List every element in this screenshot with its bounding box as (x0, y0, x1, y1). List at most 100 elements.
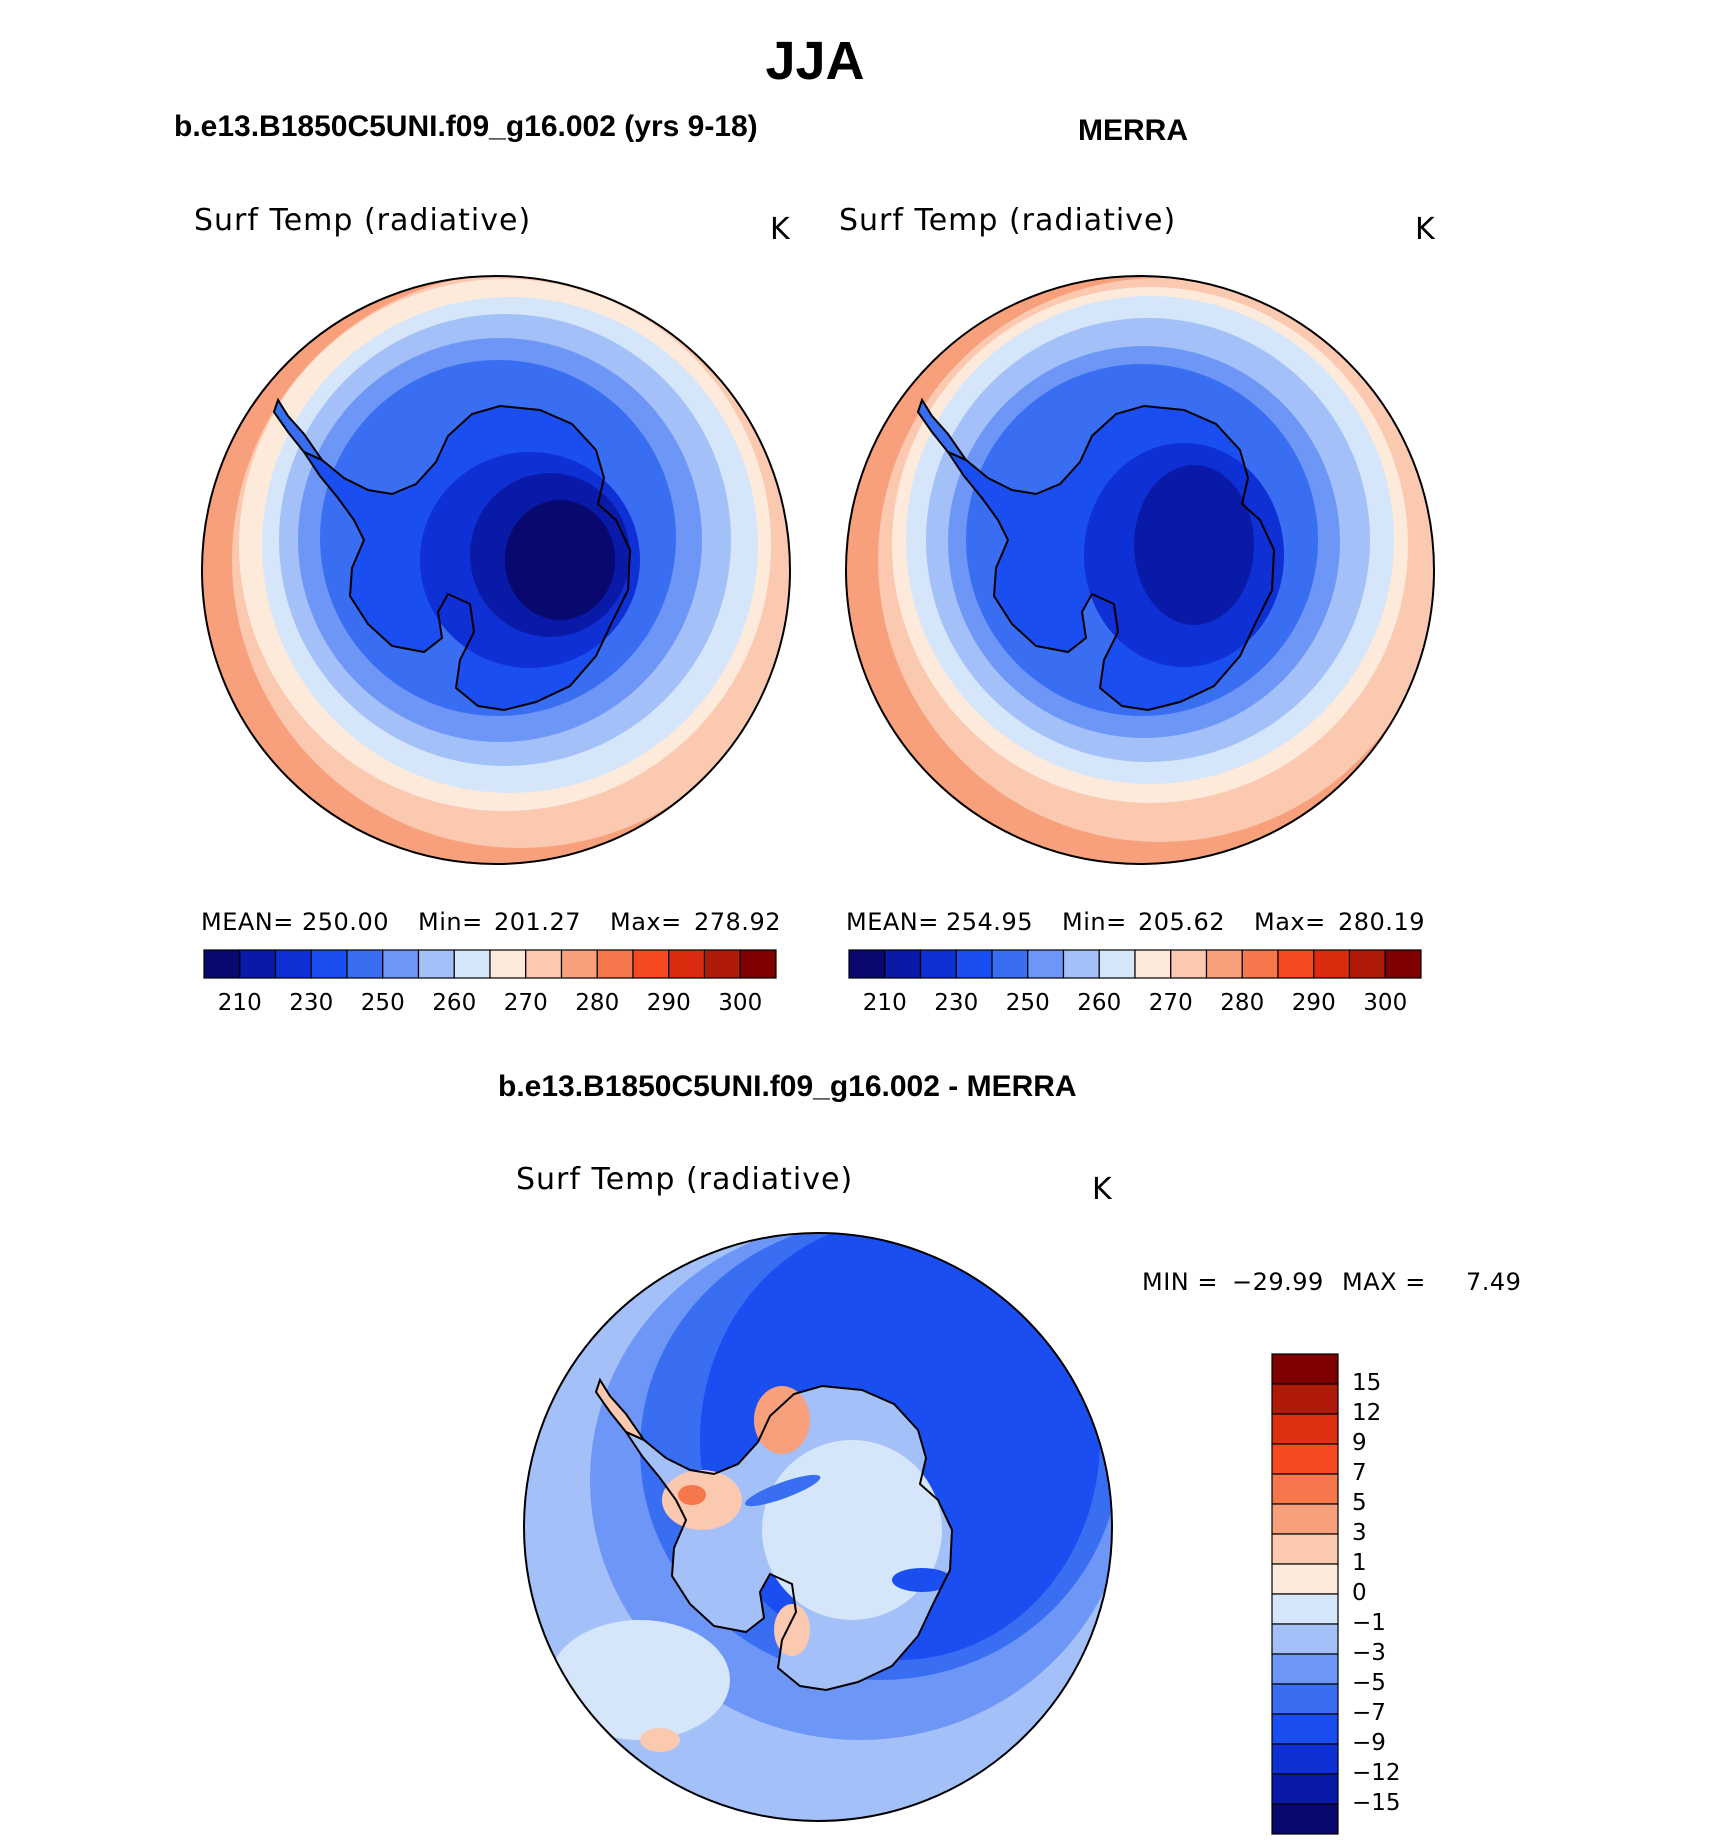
colorbar-diff-tick-label: 1 (1352, 1550, 1367, 1576)
colorbar-left-tick-label: 280 (575, 990, 620, 1016)
colorbar-left-swatch (417, 949, 455, 979)
map-model-frame (201, 275, 791, 865)
diff-min-label: MIN = (1142, 1268, 1218, 1296)
diff-max-label: MAX = (1342, 1268, 1426, 1296)
colorbar-left-swatch (310, 949, 348, 979)
colorbar-right-swatch (1348, 949, 1386, 979)
colorbar-left-tick-label: 290 (646, 990, 691, 1016)
colorbar-right-swatch (919, 949, 957, 979)
colorbar-right-swatch (1170, 949, 1208, 979)
colorbar-diff-swatch (1271, 1803, 1339, 1835)
colorbar-right-tick-label: 300 (1363, 990, 1408, 1016)
diff-units: K (1092, 1172, 1113, 1207)
colorbar-right-swatch (848, 949, 886, 979)
colorbar-diff-tick-label: −15 (1352, 1790, 1401, 1816)
colorbar-diff-swatch (1271, 1353, 1339, 1385)
colorbar-right-tick-label: 270 (1148, 990, 1193, 1016)
colorbar-left-tick-label: 210 (217, 990, 262, 1016)
colorbar-diff-swatch (1271, 1503, 1339, 1535)
panel-right-max-label: Max= (1254, 908, 1326, 936)
colorbar-right-swatch (955, 949, 993, 979)
colorbar-diff (1271, 1353, 1339, 1835)
map-merra-frame (845, 275, 1435, 865)
colorbar-diff-swatch (1271, 1683, 1339, 1715)
colorbar-diff-tick-label: −1 (1352, 1610, 1386, 1636)
colorbar-right-swatch (1134, 949, 1172, 979)
colorbar-diff-swatch (1271, 1773, 1339, 1805)
panel-left-mean-label: MEAN= (201, 908, 294, 936)
panel-right-min-label: Min= (1062, 908, 1127, 936)
colorbar-diff-swatch (1271, 1623, 1339, 1655)
colorbar-diff-tick-label: −5 (1352, 1670, 1386, 1696)
panel-left-subtitle: b.e13.B1850C5UNI.f09_g16.002 (yrs 9-18) (174, 110, 758, 143)
colorbar-diff-tick-label: 5 (1352, 1490, 1367, 1516)
colorbar-diff-tick-label: −3 (1352, 1640, 1386, 1666)
colorbar-right-swatch (1384, 949, 1422, 979)
colorbar-diff-tick-label: 0 (1352, 1580, 1367, 1606)
colorbar-diff-swatch (1271, 1383, 1339, 1415)
panel-left-variable: Surf Temp (radiative) (194, 203, 532, 238)
colorbar-right-tick-label: 280 (1220, 990, 1265, 1016)
panel-left-max-label: Max= (610, 908, 682, 936)
panel-right-mean-label: MEAN= (846, 908, 939, 936)
colorbar-left-swatch (703, 949, 741, 979)
colorbar-left-tick-label: 260 (432, 990, 477, 1016)
map-diff-field (524, 1233, 1112, 1821)
colorbar-left-swatch (632, 949, 670, 979)
colorbar-right-tick-label: 250 (1005, 990, 1050, 1016)
colorbar-diff-swatch (1271, 1653, 1339, 1685)
colorbar-left-swatch (668, 949, 706, 979)
colorbar-right-swatch (1098, 949, 1136, 979)
diff-max-value: 7.49 (1466, 1268, 1522, 1296)
panel-right-units: K (1415, 212, 1436, 247)
colorbar-diff-swatch (1271, 1473, 1339, 1505)
panel-right-min-value: 205.62 (1138, 908, 1225, 936)
colorbar-diff-swatch (1271, 1443, 1339, 1475)
colorbar-right-swatch (1241, 949, 1279, 979)
colorbar-left-swatch (489, 949, 527, 979)
map-merra-field (846, 276, 1434, 864)
colorbar-left-tick-label: 250 (360, 990, 405, 1016)
colorbar-right-tick-label: 210 (862, 990, 907, 1016)
colorbar-right-swatch (1205, 949, 1243, 979)
colorbar-diff-tick-label: 12 (1352, 1400, 1382, 1426)
colorbar-left-swatch (596, 949, 634, 979)
colorbar-left-swatch (274, 949, 312, 979)
colorbar-diff-swatch (1271, 1413, 1339, 1445)
colorbar-right (848, 949, 1422, 979)
colorbar-left-tick-label: 230 (289, 990, 334, 1016)
panel-right-mean-value: 254.95 (946, 908, 1033, 936)
colorbar-right-swatch (1062, 949, 1100, 979)
colorbar-left-swatch (239, 949, 277, 979)
colorbar-diff-tick-label: 3 (1352, 1520, 1367, 1546)
panel-right-variable: Surf Temp (radiative) (839, 203, 1177, 238)
colorbar-left (203, 949, 777, 979)
colorbar-left-tick-label: 300 (718, 990, 763, 1016)
colorbar-diff-tick-label: 9 (1352, 1430, 1367, 1456)
main-title: JJA (765, 31, 865, 91)
map-model-field (202, 276, 790, 864)
colorbar-right-swatch (991, 949, 1029, 979)
colorbar-left-swatch (203, 949, 241, 979)
diff-subtitle: b.e13.B1850C5UNI.f09_g16.002 - MERRA (498, 1070, 1077, 1103)
diff-min-value: −29.99 (1232, 1268, 1324, 1296)
colorbar-diff-tick-label: −12 (1352, 1760, 1401, 1786)
panel-left-mean-value: 250.00 (302, 908, 389, 936)
colorbar-diff-tick-label: 15 (1352, 1370, 1382, 1396)
colorbar-left-swatch (382, 949, 420, 979)
panel-left-max-value: 278.92 (694, 908, 781, 936)
colorbar-left-swatch (453, 949, 491, 979)
colorbar-left-swatch (739, 949, 777, 979)
colorbar-right-swatch (1313, 949, 1351, 979)
colorbar-left-swatch (525, 949, 563, 979)
colorbar-right-tick-label: 230 (934, 990, 979, 1016)
colorbar-diff-swatch (1271, 1713, 1339, 1745)
colorbar-right-swatch (884, 949, 922, 979)
colorbar-diff-tick-label: −9 (1352, 1730, 1386, 1756)
colorbar-diff-swatch (1271, 1743, 1339, 1775)
diff-variable: Surf Temp (radiative) (516, 1162, 854, 1197)
colorbar-diff-tick-label: −7 (1352, 1700, 1386, 1726)
panel-right-subtitle: MERRA (1078, 114, 1188, 147)
colorbar-diff-swatch (1271, 1593, 1339, 1625)
